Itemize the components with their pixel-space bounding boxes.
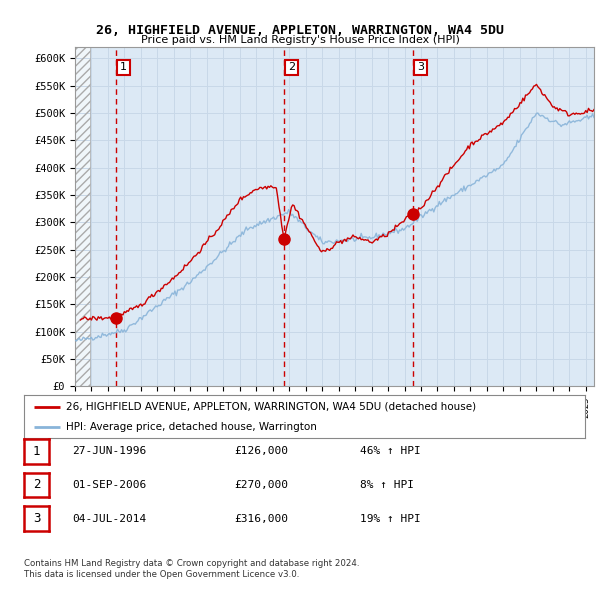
Text: 1: 1	[33, 445, 40, 458]
Text: 04-JUL-2014: 04-JUL-2014	[72, 514, 146, 523]
Text: 2: 2	[33, 478, 40, 491]
Text: 19% ↑ HPI: 19% ↑ HPI	[360, 514, 421, 523]
Bar	[75, 47, 90, 386]
Text: 3: 3	[417, 63, 424, 73]
Text: £316,000: £316,000	[234, 514, 288, 523]
Bar	[75, 47, 90, 386]
Text: 27-JUN-1996: 27-JUN-1996	[72, 447, 146, 456]
Text: £126,000: £126,000	[234, 447, 288, 456]
Text: £270,000: £270,000	[234, 480, 288, 490]
Text: HPI: Average price, detached house, Warrington: HPI: Average price, detached house, Warr…	[66, 422, 317, 432]
Text: 3: 3	[33, 512, 40, 525]
Text: 26, HIGHFIELD AVENUE, APPLETON, WARRINGTON, WA4 5DU (detached house): 26, HIGHFIELD AVENUE, APPLETON, WARRINGT…	[66, 402, 476, 412]
Text: 46% ↑ HPI: 46% ↑ HPI	[360, 447, 421, 456]
Text: 1: 1	[120, 63, 127, 73]
Text: 8% ↑ HPI: 8% ↑ HPI	[360, 480, 414, 490]
Text: 2: 2	[288, 63, 295, 73]
Text: Contains HM Land Registry data © Crown copyright and database right 2024.
This d: Contains HM Land Registry data © Crown c…	[24, 559, 359, 579]
Text: 26, HIGHFIELD AVENUE, APPLETON, WARRINGTON, WA4 5DU: 26, HIGHFIELD AVENUE, APPLETON, WARRINGT…	[96, 24, 504, 37]
Text: 01-SEP-2006: 01-SEP-2006	[72, 480, 146, 490]
Text: Price paid vs. HM Land Registry's House Price Index (HPI): Price paid vs. HM Land Registry's House …	[140, 35, 460, 45]
